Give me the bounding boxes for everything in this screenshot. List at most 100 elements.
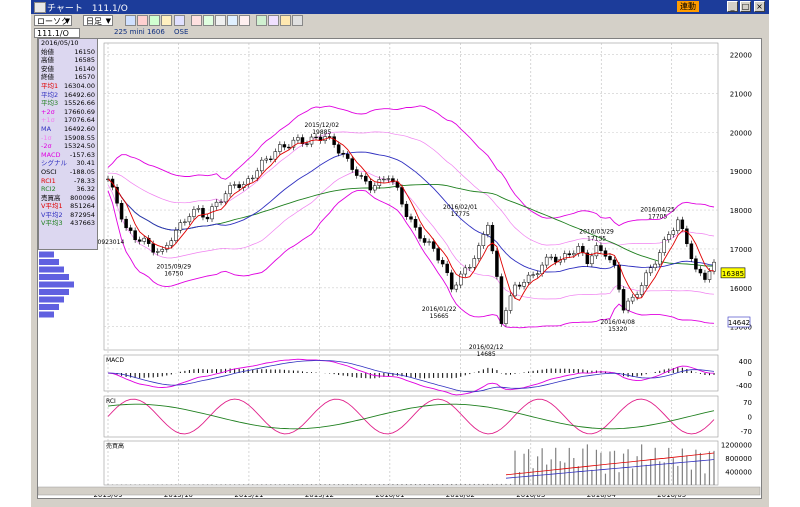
info-row: 終値 16570: [39, 73, 97, 82]
price-tick-label: 16000: [730, 285, 752, 293]
fibonacci-icon[interactable]: [227, 15, 238, 26]
chart-style-icon[interactable]: [125, 15, 136, 26]
info-value: 16492.60: [63, 90, 95, 99]
candle-body: [354, 169, 359, 176]
macd-tick-label: -400: [736, 382, 752, 390]
info-value: 16570: [74, 73, 95, 82]
candle-body: [630, 296, 635, 302]
candle-body: [454, 284, 458, 290]
info-label: 平均2: [41, 90, 59, 99]
volume-panel-label: 売買高: [106, 442, 124, 450]
candle-body: [581, 246, 585, 254]
volume-profile-bar: [39, 311, 54, 318]
candle-body: [621, 289, 626, 311]
volume-profile-bar: [39, 251, 54, 258]
volume-tick-label: 1200000: [721, 441, 752, 449]
annotation-value: 17775: [451, 211, 470, 218]
grid-icon[interactable]: [174, 15, 185, 26]
candle-body: [612, 259, 617, 266]
candle-body: [689, 243, 694, 259]
candle-body: [553, 256, 558, 263]
candle-body: [653, 263, 657, 268]
info-label: シグナル: [41, 159, 67, 168]
candle-body: [495, 250, 499, 277]
copy-icon[interactable]: [280, 15, 291, 26]
candle-body: [219, 201, 223, 203]
candle-body: [544, 256, 549, 266]
live-link-button[interactable]: 連動: [677, 1, 699, 12]
candle-body: [585, 252, 590, 265]
candle-body: [155, 251, 160, 253]
lower-1sigma-band: [107, 170, 715, 300]
candle-body: [667, 234, 671, 240]
info-label: 安値: [41, 64, 54, 73]
annotation-value: 14685: [477, 351, 496, 358]
candle-body: [436, 248, 440, 261]
chart-type-select[interactable]: ローソク ▼: [34, 15, 72, 26]
candle-body: [178, 222, 183, 231]
annotation-value: 15320: [608, 326, 627, 333]
info-value: 16150: [74, 47, 95, 56]
upper-2sigma-band: [107, 105, 715, 227]
candle-body: [463, 267, 468, 275]
candle-body: [449, 272, 454, 290]
chevron-down-icon: ▼: [105, 17, 111, 25]
rci2-line: [107, 403, 715, 430]
info-label: 平均1: [41, 81, 59, 90]
info-label: V平均2: [41, 210, 63, 219]
cross-icon[interactable]: [203, 15, 214, 26]
candle-body: [626, 300, 630, 311]
candle-body: [712, 261, 716, 272]
info-row: 始値 16150: [39, 48, 97, 57]
candle-body: [400, 187, 404, 205]
candle-body: [269, 158, 273, 160]
price-tick-label: 21000: [730, 91, 752, 99]
delete-icon[interactable]: [292, 15, 303, 26]
candle-body: [572, 253, 576, 256]
candle-body: [151, 243, 155, 253]
pencil-icon[interactable]: [256, 15, 267, 26]
annotation-date: 2016/03/29: [579, 229, 614, 236]
candle-body: [477, 245, 481, 259]
period-select[interactable]: 日足 ▼: [83, 15, 113, 26]
text-icon[interactable]: [268, 15, 279, 26]
candle-body: [413, 218, 418, 228]
candle-body: [513, 284, 517, 297]
code-input[interactable]: 111.1/O: [34, 28, 80, 38]
info-row: シグナル 30.41: [39, 159, 97, 168]
settings-icon[interactable]: [161, 15, 172, 26]
close-button[interactable]: ×: [754, 1, 765, 12]
candle-body: [440, 259, 445, 265]
candle-body: [567, 253, 572, 256]
candle-body: [639, 285, 644, 295]
info-value: 800096: [70, 193, 95, 202]
volume-profile-bar: [39, 259, 59, 265]
candle-body: [160, 249, 165, 252]
annotation-value: 17705: [648, 214, 667, 221]
candle-body: [671, 230, 676, 235]
info-row: 平均3 15526.66: [39, 99, 97, 108]
info-row: RCI2 36.32: [39, 185, 97, 194]
candle-body: [617, 264, 621, 290]
price-tick-label: 22000: [730, 52, 752, 60]
info-label: MA: [41, 124, 52, 133]
info-row: 高値 16585: [39, 56, 97, 65]
candle-body: [676, 219, 680, 231]
compare-icon[interactable]: [149, 15, 160, 26]
info-label: +2σ: [41, 107, 55, 116]
chart-type-value: ローソク: [37, 17, 69, 26]
zoom-icon[interactable]: [215, 15, 226, 26]
minimize-button[interactable]: _: [727, 1, 738, 12]
info-row: MA 16492.60: [39, 125, 97, 134]
chart-area[interactable]: 2015/092015/102015/112015/122016/012016/…: [37, 38, 762, 499]
candle-body: [359, 175, 364, 177]
candle-body: [287, 146, 291, 149]
measure-icon[interactable]: [239, 15, 250, 26]
indicator-icon[interactable]: [137, 15, 148, 26]
maximize-button[interactable]: □: [740, 1, 751, 12]
title-bar: チャート 111.1/O 連動 _ □ ×: [31, 0, 769, 14]
ohlc-info-panel: 2016/05/10 始値 16150 高値 16585 安値 16140 終値 16570 平…: [38, 38, 98, 250]
trendline-icon[interactable]: [191, 15, 202, 26]
candle-body: [608, 256, 612, 261]
candle-body: [124, 218, 128, 229]
